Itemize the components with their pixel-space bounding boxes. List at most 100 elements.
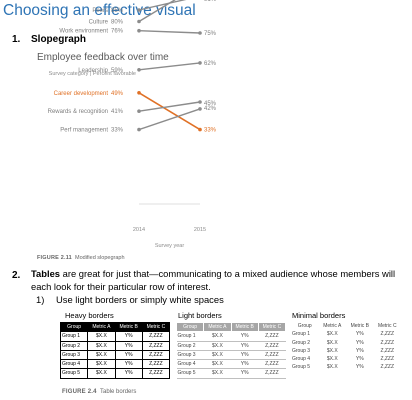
end-value-label: 42% bbox=[204, 106, 217, 112]
series-line bbox=[138, 101, 201, 112]
table-row: Group 5 $X.X Y% Z,ZZZ bbox=[59, 368, 171, 379]
paragraph-text: are great for just that—communicating to… bbox=[60, 268, 396, 279]
table-cell: Z,ZZZ bbox=[141, 359, 171, 370]
table-cell: $X.X bbox=[87, 359, 116, 370]
table-cell: Z,ZZZ bbox=[141, 331, 171, 342]
chart-header-label: Survey category | Percent favorable bbox=[49, 71, 136, 77]
table-cell: Y% bbox=[114, 340, 143, 351]
data-point bbox=[198, 100, 202, 104]
table-cell: Group 2 bbox=[59, 340, 89, 351]
figure-caption: FIGURE 2.4 Table borders bbox=[62, 389, 136, 395]
end-value-label: 91% bbox=[204, 0, 217, 3]
table-cell: Y% bbox=[114, 368, 143, 379]
table-row: Group 4 $X.X Y% Z,ZZZ bbox=[291, 355, 401, 363]
table-row: Group 1 $X.X Y% Z,ZZZ bbox=[176, 331, 287, 342]
table-cell: $X.X bbox=[203, 368, 232, 379]
table-cell: Y% bbox=[231, 359, 259, 370]
series-name-label: Leadership bbox=[78, 68, 108, 74]
x-tick-label: 2014 bbox=[133, 227, 145, 233]
table-title: Minimal borders bbox=[292, 311, 346, 320]
table-title: Light borders bbox=[178, 311, 222, 320]
data-point bbox=[198, 107, 202, 111]
column-header: Group bbox=[175, 321, 205, 333]
x-axis-label: Survey year bbox=[155, 243, 185, 249]
table-row: Group 3 $X.X Y% Z,ZZZ bbox=[291, 347, 401, 355]
table-cell: $X.X bbox=[326, 364, 338, 371]
list-item-text: Tables are great for just that—communica… bbox=[31, 268, 395, 293]
paragraph-text: each look for their particular row of in… bbox=[31, 280, 211, 292]
table-cell: Z,ZZZ bbox=[141, 368, 171, 379]
table-row: Group 4 $X.X Y% Z,ZZZ bbox=[176, 359, 287, 370]
list-item-number: 1. bbox=[12, 34, 21, 45]
table-cell: Group 3 bbox=[292, 347, 311, 354]
sub-list-text: Use light borders or simply white spaces bbox=[56, 294, 224, 305]
column-header: Metric C bbox=[141, 321, 171, 333]
end-value-label: 45% bbox=[204, 101, 217, 107]
table-cell: Y% bbox=[355, 356, 364, 363]
end-value-label: 62% bbox=[204, 61, 217, 67]
column-header: Group bbox=[297, 323, 312, 329]
table-cell: Y% bbox=[231, 350, 259, 361]
table-cell: Z,ZZZ bbox=[380, 331, 395, 338]
data-point bbox=[198, 127, 202, 132]
table-cell: Y% bbox=[114, 331, 143, 342]
table-cell: $X.X bbox=[203, 331, 232, 342]
series-line bbox=[138, 62, 201, 71]
table-cell: $X.X bbox=[326, 356, 338, 363]
table-cell: Y% bbox=[231, 331, 259, 342]
table-header-row: Group Metric A Metric B Metric C bbox=[175, 321, 287, 333]
table-minimal-borders: Group Metric A Metric B Metric C Group 1 $X.X… bbox=[291, 322, 401, 372]
table-cell: Group 1 bbox=[176, 331, 205, 342]
data-point bbox=[137, 19, 141, 24]
figure-caption-text: Table borders bbox=[100, 389, 137, 395]
table-cell: Group 1 bbox=[292, 331, 311, 338]
table-cell: Y% bbox=[114, 359, 143, 370]
figure-caption-text: Modified slopegraph bbox=[74, 255, 125, 261]
table-cell: Group 3 bbox=[176, 350, 205, 361]
table-light-borders: Group Metric A Metric B Metric C Group 1 $X.X… bbox=[175, 321, 287, 379]
table-header-row: Group Metric A Metric B Metric C bbox=[291, 322, 401, 330]
column-header: Metric C bbox=[257, 321, 287, 333]
table-heavy-borders: Group Metric A Metric B Metric C Group 1 $X.X… bbox=[59, 321, 171, 379]
table-row: Group 2 $X.X Y% Z,ZZZ bbox=[59, 340, 171, 351]
table-cell: Group 5 bbox=[176, 368, 205, 379]
table-cell: $X.X bbox=[87, 340, 116, 351]
table-row: Group 2 $X.X Y% Z,ZZZ bbox=[176, 341, 287, 351]
table-row: Group 5 $X.X Y% Z,ZZZ bbox=[176, 368, 287, 379]
table-cell: Group 2 bbox=[292, 339, 311, 346]
table-row: Group 1 $X.X Y% Z,ZZZ bbox=[59, 331, 171, 342]
table-cell: Group 5 bbox=[292, 364, 311, 371]
column-header: Metric A bbox=[87, 321, 116, 333]
table-row: Group 4 $X.X Y% Z,ZZZ bbox=[59, 359, 171, 370]
table-cell: Z,ZZZ bbox=[258, 359, 287, 370]
table-cell: Z,ZZZ bbox=[380, 364, 395, 371]
table-cell: $X.X bbox=[203, 341, 232, 351]
table-cell: Y% bbox=[231, 341, 259, 351]
table-cell: Z,ZZZ bbox=[141, 349, 171, 361]
table-cell: Group 5 bbox=[59, 368, 89, 379]
table-cell: Y% bbox=[114, 349, 143, 361]
table-cell: Z,ZZZ bbox=[380, 347, 395, 354]
data-point bbox=[198, 61, 202, 65]
table-title: Heavy borders bbox=[65, 311, 114, 320]
section-heading-slopegraph: Slopegraph bbox=[31, 34, 87, 45]
column-header: Metric B bbox=[350, 323, 369, 329]
end-value-label: 75% bbox=[204, 31, 217, 37]
table-cell: Z,ZZZ bbox=[380, 356, 395, 363]
table-cell: Group 4 bbox=[292, 356, 311, 363]
series-line bbox=[138, 0, 176, 23]
table-cell: Z,ZZZ bbox=[380, 339, 395, 346]
column-header: Metric B bbox=[114, 321, 143, 333]
table-cell: $X.X bbox=[326, 331, 338, 338]
table-cell: Y% bbox=[231, 368, 259, 379]
start-value-label: 33% bbox=[111, 128, 124, 134]
start-value-label: 85% bbox=[111, 8, 124, 14]
x-tick-label: 2015 bbox=[194, 227, 206, 233]
table-cell: Y% bbox=[355, 331, 364, 338]
table-cell: $X.X bbox=[203, 350, 232, 361]
table-cell: Y% bbox=[355, 347, 364, 354]
column-header: Metric C bbox=[377, 323, 397, 329]
table-cell: $X.X bbox=[326, 347, 338, 354]
